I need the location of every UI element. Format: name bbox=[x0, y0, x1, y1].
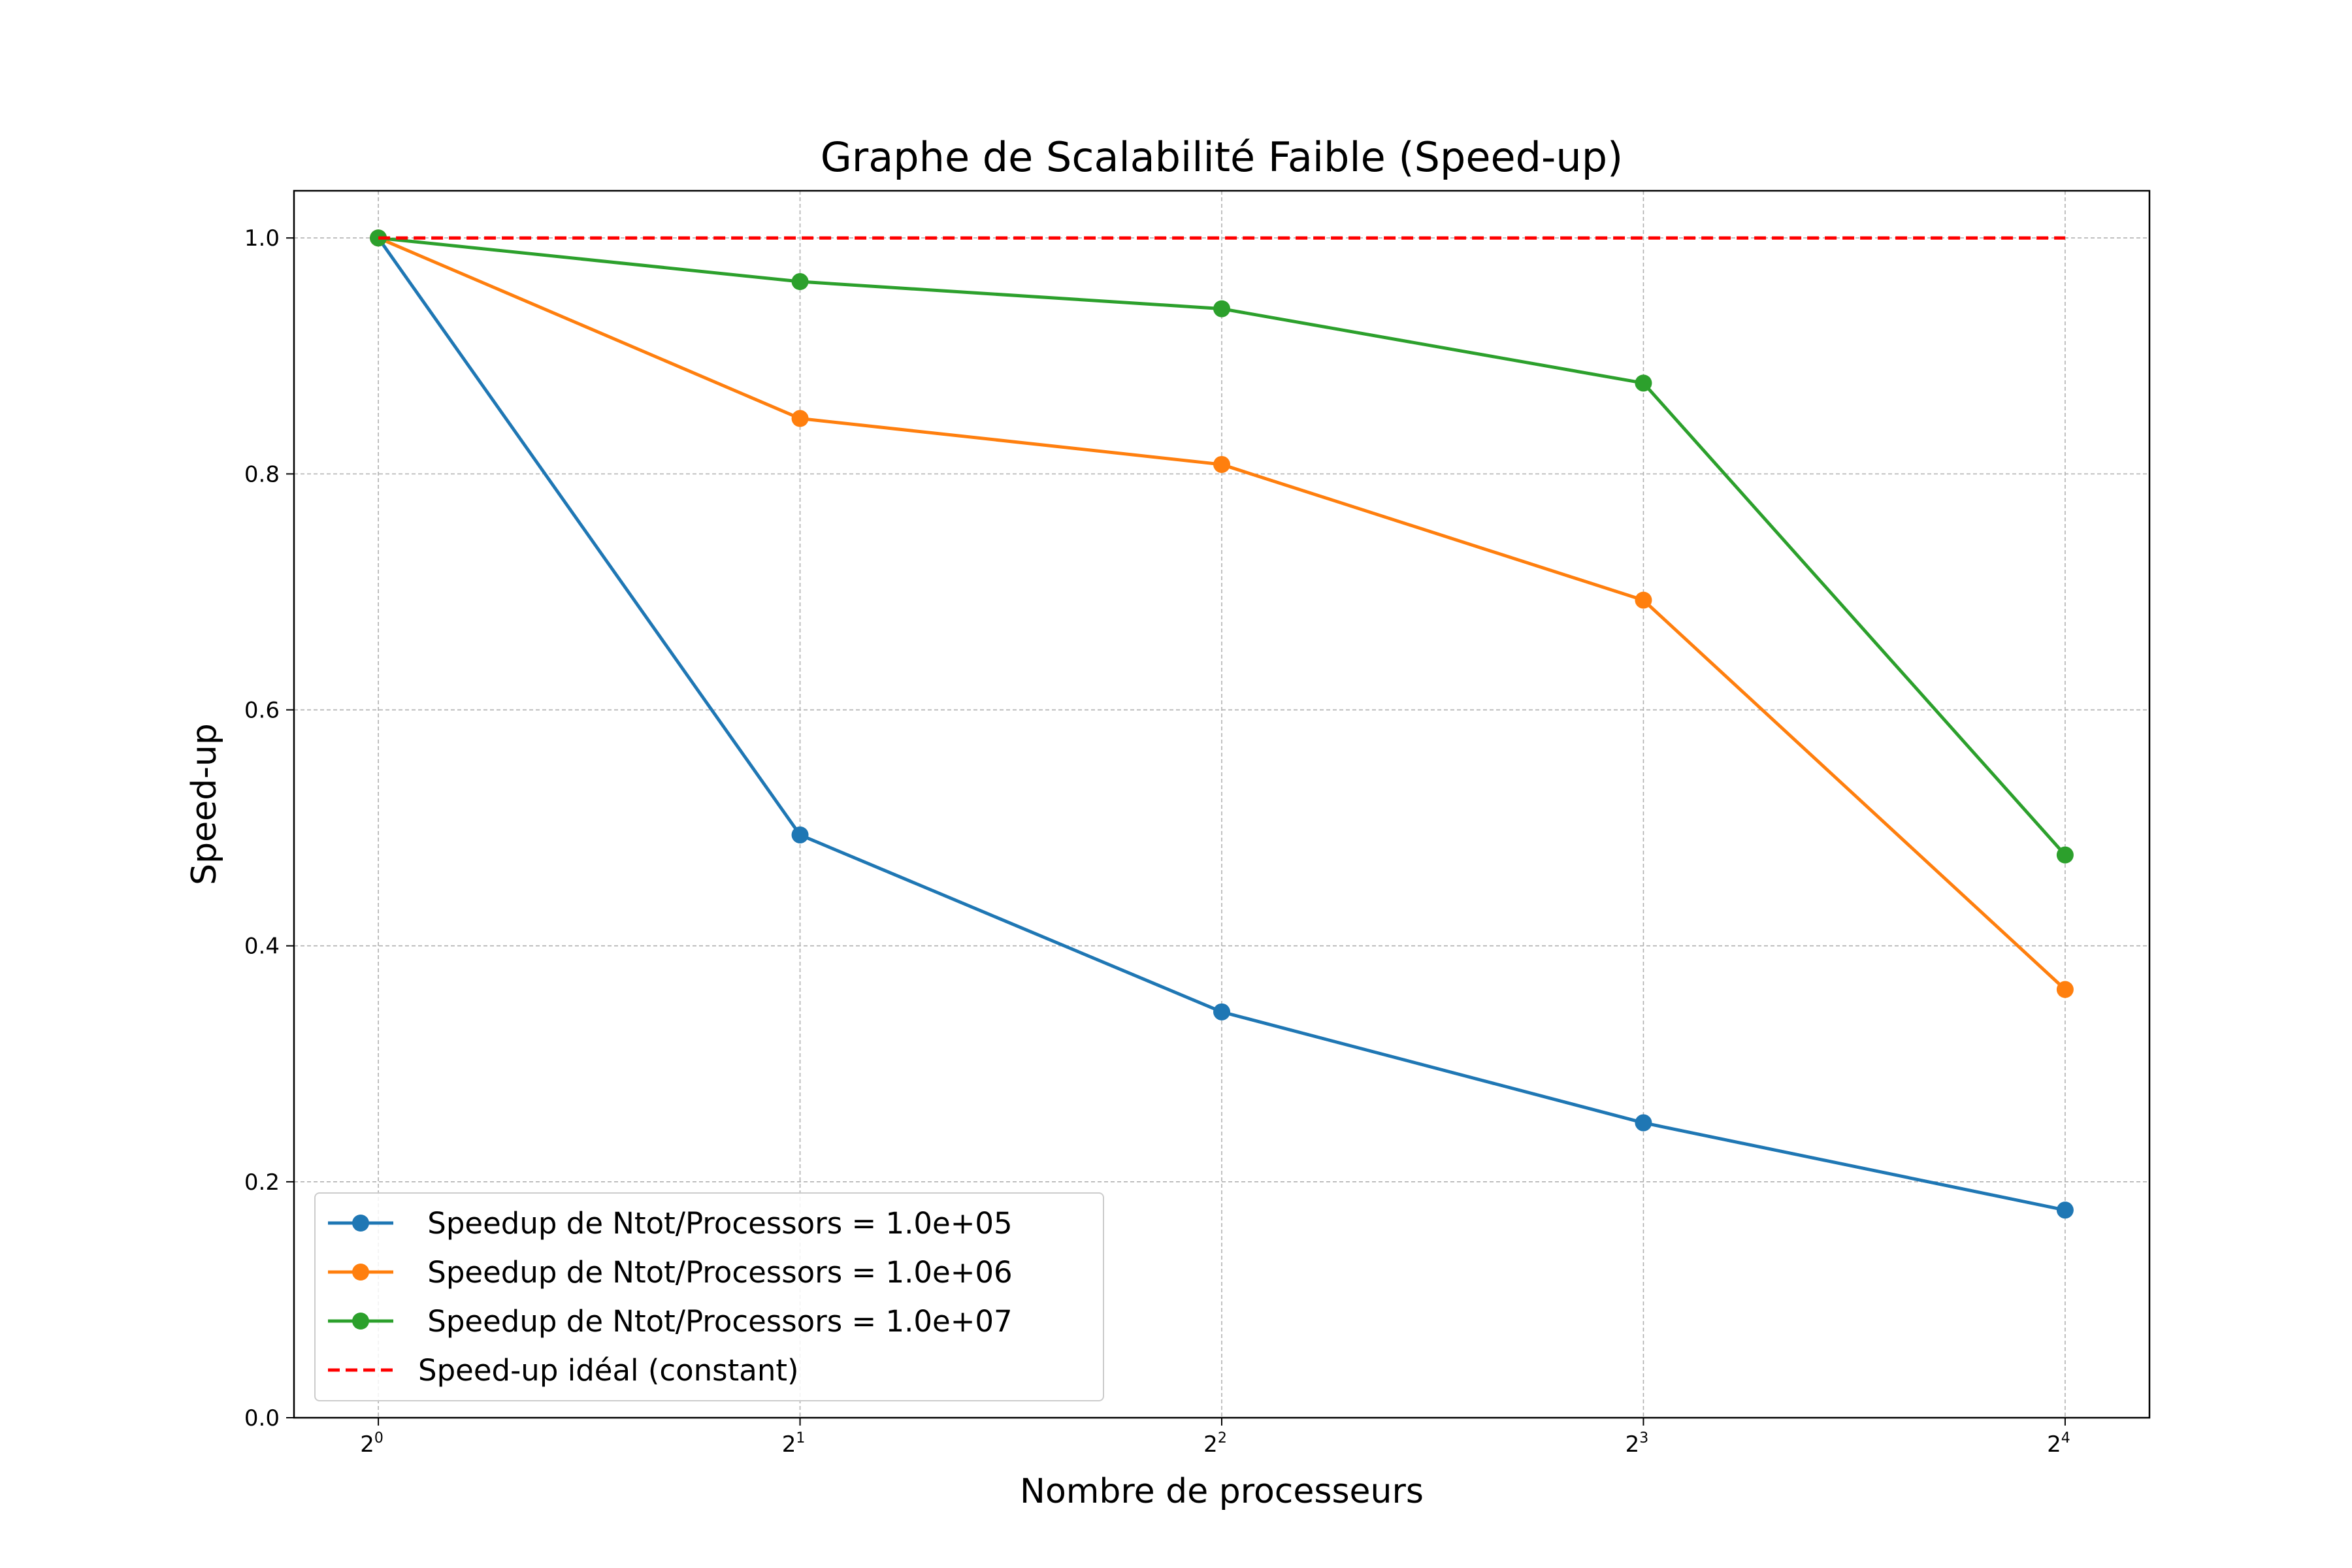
legend-label: Speed-up idéal (constant) bbox=[418, 1353, 799, 1388]
legend-label: Speedup de Ntot/Processors = 1.0e+05 bbox=[418, 1206, 1013, 1241]
data-point bbox=[1635, 1114, 1652, 1132]
data-point bbox=[1635, 374, 1652, 392]
x-tick-label: 24 bbox=[2047, 1430, 2070, 1458]
legend-swatch-marker bbox=[352, 1215, 369, 1232]
x-tick-label: 22 bbox=[1203, 1430, 1227, 1458]
data-point bbox=[791, 826, 809, 843]
legend-swatch-marker bbox=[352, 1313, 369, 1330]
y-tick-label: 0.6 bbox=[244, 698, 280, 724]
y-tick-label: 1.0 bbox=[244, 225, 280, 252]
legend-swatch-marker bbox=[352, 1264, 369, 1281]
legend-box bbox=[314, 1192, 1104, 1401]
data-point bbox=[2056, 981, 2074, 998]
y-axis-title: Speed-up bbox=[185, 723, 224, 885]
y-tick-label: 0.4 bbox=[244, 934, 280, 960]
data-point bbox=[2056, 1201, 2074, 1219]
data-point bbox=[1635, 591, 1652, 609]
x-tick-label: 20 bbox=[360, 1430, 384, 1458]
data-point bbox=[1213, 300, 1230, 318]
series-layer bbox=[370, 229, 2074, 1219]
data-point bbox=[2056, 846, 2074, 864]
x-tick-label: 21 bbox=[782, 1430, 806, 1458]
chart-title: Graphe de Scalabilité Faible (Speed-up) bbox=[821, 133, 1623, 181]
x-tick-label: 23 bbox=[1625, 1430, 1649, 1458]
legend-item: Speedup de Ntot/Processors = 1.0e+07 bbox=[328, 1304, 1013, 1339]
legend-item: Speedup de Ntot/Processors = 1.0e+05 bbox=[328, 1206, 1013, 1241]
y-tick-label: 0.2 bbox=[244, 1169, 280, 1196]
y-tick-label: 0.0 bbox=[244, 1405, 280, 1431]
ticks: 0.0 0.2 0.4 0.6 0.8 1.0 20 21 22 23 24 bbox=[244, 225, 2070, 1458]
data-point bbox=[1213, 1003, 1230, 1021]
legend-label: Speedup de Ntot/Processors = 1.0e+07 bbox=[418, 1304, 1013, 1339]
legend-item: Speed-up idéal (constant) bbox=[328, 1353, 799, 1388]
legend-label: Speedup de Ntot/Processors = 1.0e+06 bbox=[418, 1255, 1013, 1290]
data-point bbox=[1213, 455, 1230, 473]
legend-item: Speedup de Ntot/Processors = 1.0e+06 bbox=[328, 1255, 1013, 1290]
x-axis-title: Nombre de processeurs bbox=[1020, 1472, 1424, 1511]
data-point bbox=[791, 273, 809, 291]
legend: Speedup de Ntot/Processors = 1.0e+05 Spe… bbox=[314, 1192, 1104, 1401]
y-tick-label: 0.8 bbox=[244, 461, 280, 487]
data-point bbox=[791, 410, 809, 427]
